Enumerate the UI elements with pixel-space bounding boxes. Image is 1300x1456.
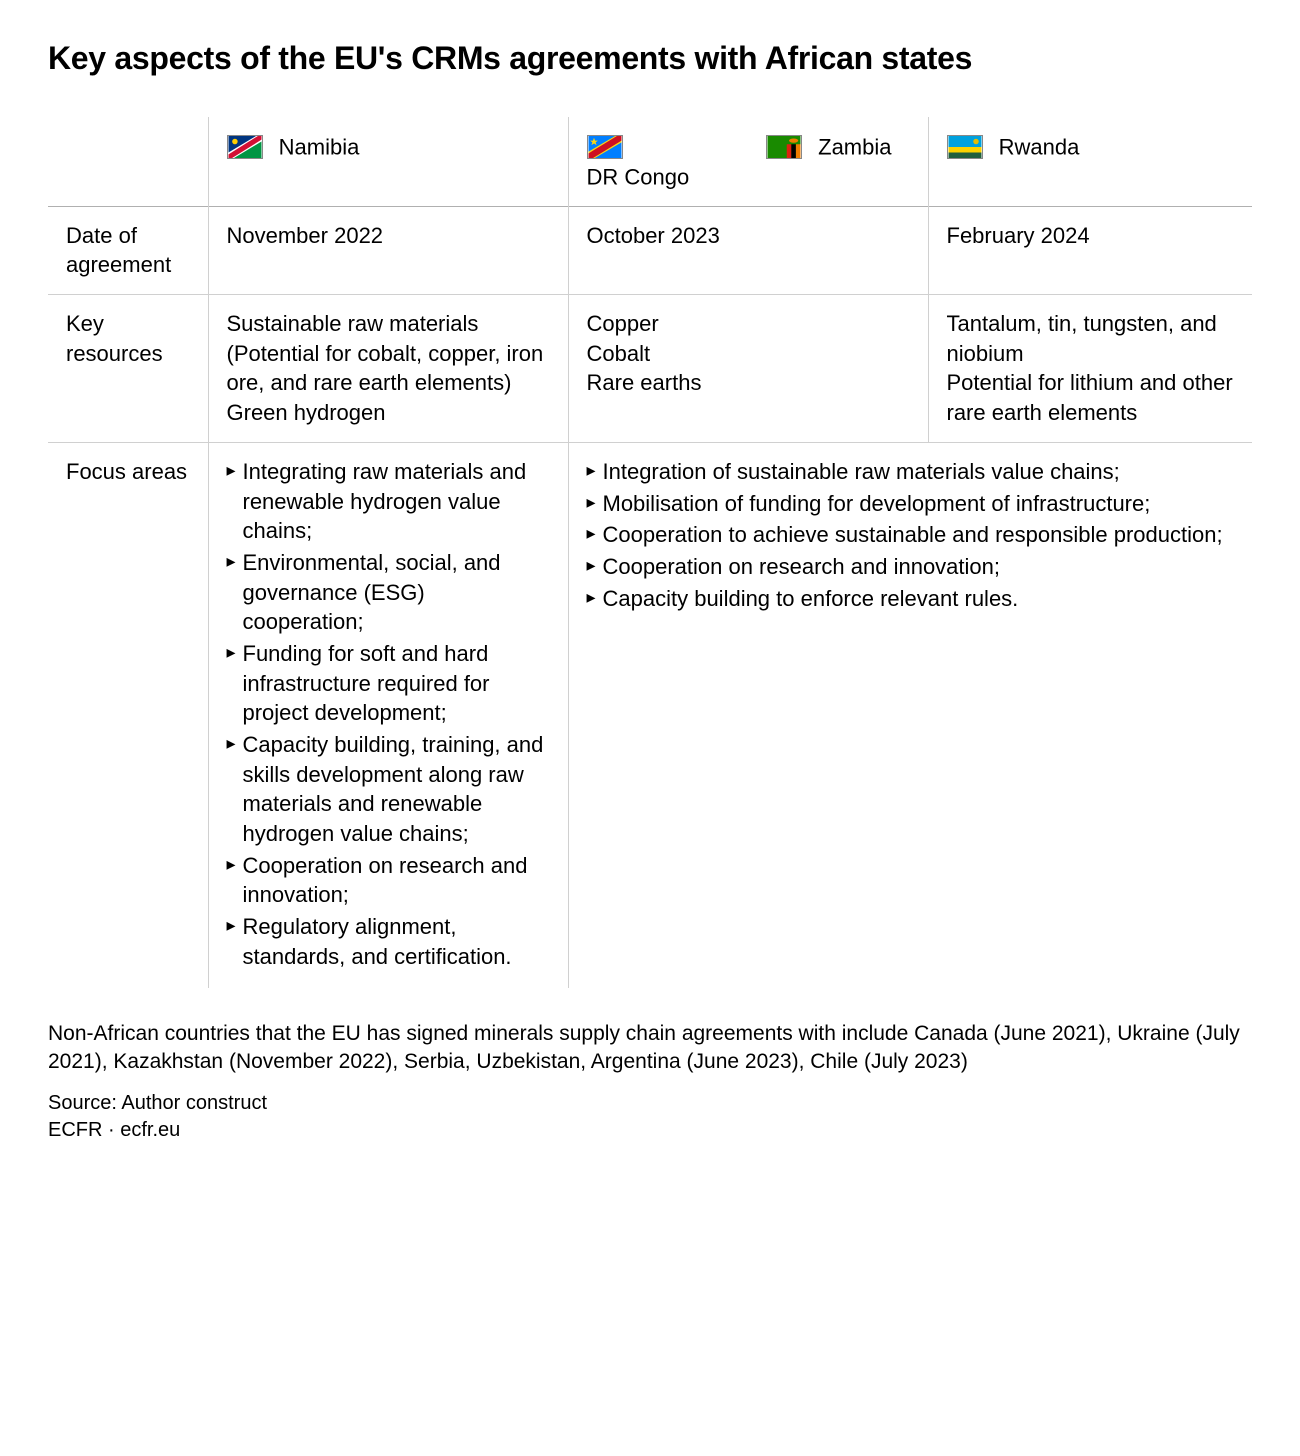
flag-zambia-icon xyxy=(766,135,802,159)
agreements-table: Namibia DR Congo xyxy=(48,117,1252,988)
row-focus-label: Focus areas xyxy=(48,442,208,987)
list-item: Integrating raw materials and renewable … xyxy=(227,457,550,546)
row-focus: Focus areas Integrating raw materials an… xyxy=(48,442,1252,987)
header-zambia-label: Zambia xyxy=(818,134,891,159)
cell-resources-namibia: Sustainable raw materials (Potential for… xyxy=(208,295,568,443)
header-namibia-label: Namibia xyxy=(279,134,360,159)
flag-drcongo-icon xyxy=(587,135,623,159)
cell-date-drc-zambia: October 2023 xyxy=(568,206,928,294)
list-item: Capacity building, training, and skills … xyxy=(227,730,550,849)
row-resources-label: Key resources xyxy=(48,295,208,443)
header-namibia: Namibia xyxy=(208,117,568,206)
header-row: Namibia DR Congo xyxy=(48,117,1252,206)
header-rwanda: Rwanda xyxy=(928,117,1252,206)
list-item: Regulatory alignment, standards, and cer… xyxy=(227,912,550,971)
row-date: Date of agreement November 2022 October … xyxy=(48,206,1252,294)
header-drcongo: DR Congo xyxy=(568,117,748,206)
row-date-label: Date of agreement xyxy=(48,206,208,294)
header-zambia: Zambia xyxy=(748,117,928,206)
list-item: Mobilisation of funding for development … xyxy=(587,489,1235,519)
list-item: Environmental, social, and governance (E… xyxy=(227,548,550,637)
list-item: Integration of sustainable raw materials… xyxy=(587,457,1235,487)
flag-rwanda-icon xyxy=(947,135,983,159)
source-block: Source: Author construct ECFR · ecfr.eu xyxy=(48,1090,1252,1144)
cell-focus-shared: Integration of sustainable raw materials… xyxy=(568,442,1252,987)
list-item: Cooperation to achieve sustainable and r… xyxy=(587,520,1235,550)
list-item: Funding for soft and hard infrastructure… xyxy=(227,639,550,728)
cell-date-rwanda: February 2024 xyxy=(928,206,1252,294)
list-item: Capacity building to enforce relevant ru… xyxy=(587,584,1235,614)
header-rwanda-label: Rwanda xyxy=(999,134,1080,159)
focus-shared-list: Integration of sustainable raw materials… xyxy=(587,457,1235,613)
footnote-text: Non-African countries that the EU has si… xyxy=(48,1020,1252,1077)
list-item: Cooperation on research and innovation; xyxy=(587,552,1235,582)
cell-resources-rwanda: Tantalum, tin, tungsten, and niobium Pot… xyxy=(928,295,1252,443)
list-item: Cooperation on research and innovation; xyxy=(227,851,550,910)
source-line2: ECFR · ecfr.eu xyxy=(48,1117,1252,1144)
header-empty xyxy=(48,117,208,206)
flag-namibia-icon xyxy=(227,135,263,159)
page-title: Key aspects of the EU's CRMs agreements … xyxy=(48,40,1252,77)
header-drcongo-label: DR Congo xyxy=(587,164,690,189)
cell-resources-drc-zambia: Copper Cobalt Rare earths xyxy=(568,295,928,443)
cell-focus-namibia: Integrating raw materials and renewable … xyxy=(208,442,568,987)
source-line1: Source: Author construct xyxy=(48,1090,1252,1117)
cell-date-namibia: November 2022 xyxy=(208,206,568,294)
focus-namibia-list: Integrating raw materials and renewable … xyxy=(227,457,550,972)
row-resources: Key resources Sustainable raw materials … xyxy=(48,295,1252,443)
